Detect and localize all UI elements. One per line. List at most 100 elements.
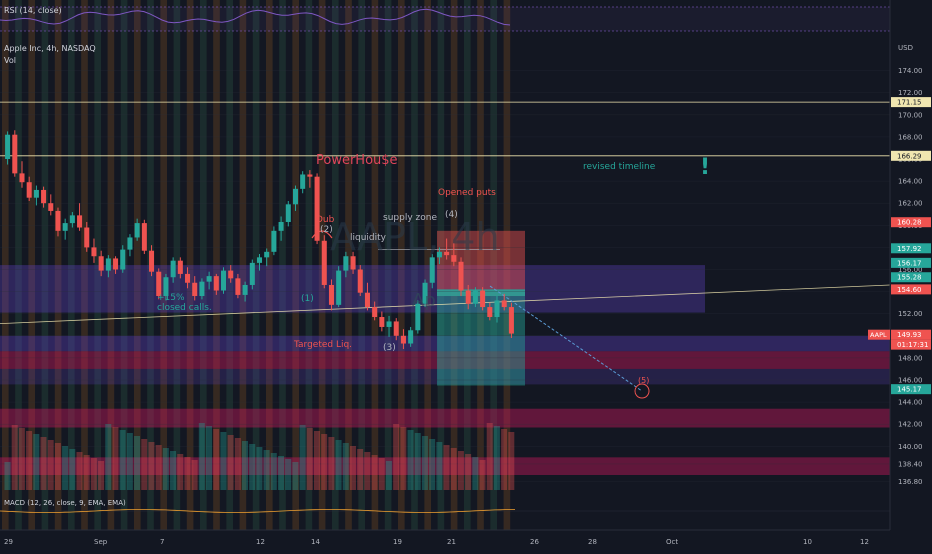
annotation-exclamation: ! [700, 155, 710, 180]
candle-body [400, 335, 406, 344]
volume-bars [4, 423, 515, 490]
annotation-wave-4: (4) [445, 210, 458, 220]
volume-bar [349, 446, 356, 490]
bg-stripe [266, 0, 273, 530]
time-tick-label: 19 [393, 538, 402, 546]
candle-body [386, 321, 392, 327]
time-axis[interactable]: 29 Sep 7 12 14 19 21 26 28 Oct 10 12 [0, 529, 932, 550]
bg-stripe [239, 0, 247, 530]
price-marker-label: 160.28 [897, 219, 922, 227]
volume-bar [414, 433, 421, 490]
candle-body [77, 215, 83, 228]
candle-body [271, 230, 277, 252]
price-marker-label: 149.93 [897, 331, 922, 339]
volume-bar [184, 457, 191, 490]
volume-bar [170, 451, 177, 490]
time-tick-label: Sep [94, 538, 108, 546]
time-tick-label: 12 [256, 538, 265, 546]
volume-bar [421, 436, 428, 490]
background-stripes [2, 0, 511, 530]
candle-body [264, 251, 270, 258]
volume-bar [213, 429, 220, 490]
annotations: AAPL, 4h Ap PowerHou$e revised timeline … [157, 153, 710, 385]
price-tick-label: 144.00 [898, 399, 923, 407]
bg-stripe [279, 0, 286, 530]
candle-body [494, 300, 500, 318]
volume-bar [457, 451, 464, 490]
candle-body [336, 270, 342, 305]
price-tick-label: 140.00 [898, 443, 923, 451]
candle-body [26, 182, 32, 198]
candle-body [278, 221, 284, 231]
candle-body [285, 204, 291, 222]
bg-stripe [371, 0, 379, 530]
candle-body [436, 251, 442, 258]
annotation-revised-timeline: revised timeline [583, 162, 656, 172]
volume-bar [256, 447, 263, 490]
price-marker-label: 156.17 [897, 259, 922, 267]
candle-body [480, 290, 486, 308]
bg-stripe [464, 0, 471, 530]
volume-bar [501, 429, 508, 490]
price-tick-label: 172.00 [898, 89, 923, 97]
volume-bar [508, 432, 515, 490]
price-tick-label: 164.00 [898, 178, 923, 186]
volume-bar [98, 461, 105, 490]
time-tick-label: 29 [4, 538, 13, 546]
candle-body [422, 282, 428, 304]
candle-body [487, 307, 493, 318]
volume-bar [342, 443, 349, 490]
currency-label: USD [898, 44, 913, 52]
symbol-tag-label: AAPL [870, 331, 887, 339]
rsi-label: RSI (14, close) [4, 6, 62, 15]
bg-stripe [477, 0, 484, 530]
target-circle [634, 383, 650, 399]
volume-bar [486, 423, 493, 490]
candle-body [55, 210, 61, 231]
bg-stripe [384, 0, 392, 530]
bg-stripe [134, 0, 141, 530]
bg-stripe [252, 0, 260, 530]
price-axis[interactable]: USD174.00172.00170.00168.00166.00164.001… [868, 0, 932, 530]
bg-stripe [213, 0, 220, 530]
bg-stripe [68, 0, 75, 530]
candle-body [5, 134, 11, 160]
volume-bar [177, 454, 184, 490]
price-marker-bg [891, 284, 931, 295]
bg-stripe [15, 0, 22, 530]
volume-bar [206, 426, 213, 490]
candle-body [127, 237, 133, 250]
candle-body [415, 303, 421, 331]
volume-bar [69, 449, 76, 490]
annotation-opened-puts: Opened puts [438, 188, 496, 198]
bg-stripe [332, 0, 339, 530]
price-tick-label: 138.40 [898, 460, 923, 468]
zone-short-risk [437, 230, 525, 297]
volume-bar [393, 424, 400, 490]
candle-body [249, 262, 255, 285]
time-tick-label: 10 [803, 538, 812, 546]
annotation-dub: Dub [316, 215, 335, 225]
price-marker-bg [891, 97, 931, 108]
volume-bar [299, 425, 306, 490]
price-tick-label: 162.00 [898, 200, 923, 208]
candle-body [242, 284, 248, 295]
zone-red-2 [0, 408, 890, 428]
rsi-line [0, 8, 511, 26]
zones [0, 230, 890, 476]
price-marker-bg [891, 339, 931, 350]
volume-bar [155, 445, 162, 490]
bg-stripe [160, 0, 167, 530]
candle-body [364, 292, 370, 308]
candle-body [307, 174, 313, 177]
bg-stripe [411, 0, 418, 530]
volume-bar [242, 441, 249, 490]
price-marker-bg [891, 384, 931, 395]
volume-bar [227, 435, 234, 490]
price-marker-label: 145.17 [897, 386, 922, 394]
volume-bar [328, 437, 335, 490]
volume-bar [270, 453, 277, 490]
annotation-wave-1: (1) [301, 294, 314, 304]
